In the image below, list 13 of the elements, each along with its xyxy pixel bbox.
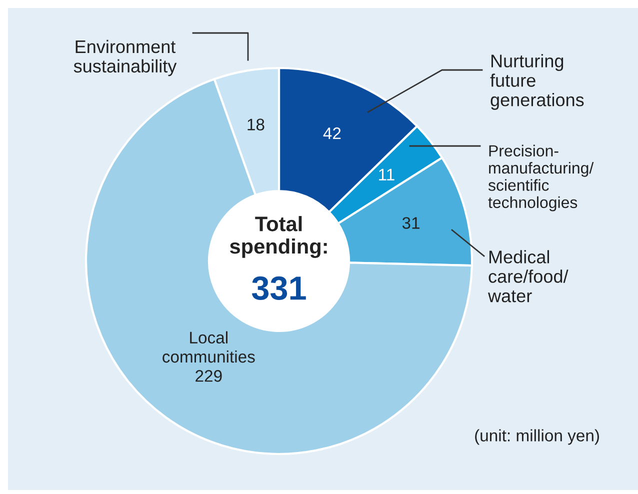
slice-label: Medical care/food/ water <box>488 250 568 302</box>
slice-label: Environment sustainability <box>74 40 177 76</box>
slice-label: Precision- manufacturing/ scientific technologies <box>488 144 594 212</box>
data-label: 229 <box>196 370 222 382</box>
slice-label: Nurturing future generations <box>490 54 584 110</box>
text: Total spending: <box>230 216 327 258</box>
data-label: 42 <box>323 127 341 140</box>
data-label: 31 <box>402 217 420 229</box>
data-label: 11 <box>379 168 394 180</box>
text: 331 <box>252 276 306 300</box>
text: (unit: million yen) <box>475 429 599 445</box>
slice-label: Local communities <box>162 331 255 363</box>
data-label: 18 <box>248 118 264 130</box>
